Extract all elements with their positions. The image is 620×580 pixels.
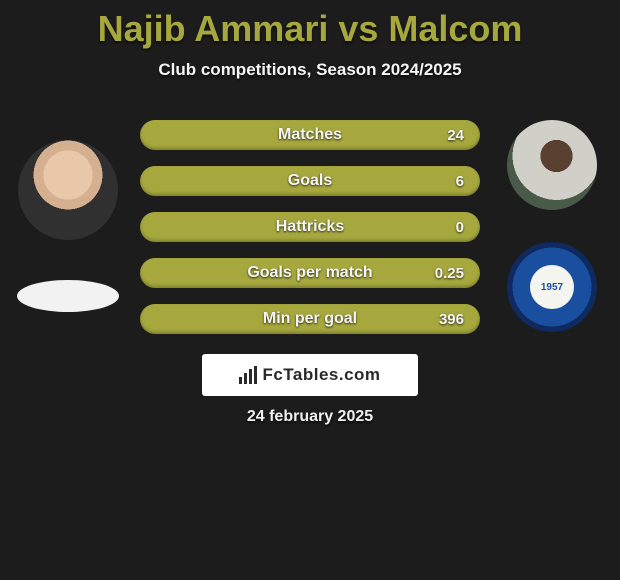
- date-label: 24 february 2025: [0, 408, 620, 426]
- stat-bar-min-per-goal: Min per goal 396: [140, 304, 480, 334]
- stat-bar-goals-per-match: Goals per match 0.25: [140, 258, 480, 288]
- club-badge-year: 1957: [530, 265, 574, 309]
- brand-name: FcTables.com: [262, 365, 380, 385]
- stat-label: Hattricks: [276, 218, 344, 236]
- player2-club-badge: 1957: [507, 242, 597, 332]
- stat-bars: Matches 24 Goals 6 Hattricks 0 Goals per…: [140, 120, 480, 334]
- stat-value: 0: [456, 219, 464, 236]
- brand-logo-box: FcTables.com: [202, 354, 418, 396]
- stat-value: 396: [439, 311, 464, 328]
- stat-bar-goals: Goals 6: [140, 166, 480, 196]
- stat-value: 0.25: [435, 265, 464, 282]
- subtitle: Club competitions, Season 2024/2025: [0, 60, 620, 80]
- player1-club-placeholder: [17, 280, 119, 312]
- page-title: Najib Ammari vs Malcom: [0, 0, 620, 50]
- player1-avatar: [18, 140, 118, 240]
- stat-value: 24: [447, 127, 464, 144]
- stat-label: Goals per match: [247, 264, 372, 282]
- stat-bar-hattricks: Hattricks 0: [140, 212, 480, 242]
- player2-avatar: [507, 120, 597, 210]
- left-player-column: [8, 120, 128, 312]
- stat-label: Matches: [278, 126, 342, 144]
- stat-value: 6: [456, 173, 464, 190]
- stat-label: Min per goal: [263, 310, 357, 328]
- bars-icon: [239, 366, 257, 384]
- right-player-column: 1957: [492, 120, 612, 332]
- stat-label: Goals: [288, 172, 332, 190]
- stat-bar-matches: Matches 24: [140, 120, 480, 150]
